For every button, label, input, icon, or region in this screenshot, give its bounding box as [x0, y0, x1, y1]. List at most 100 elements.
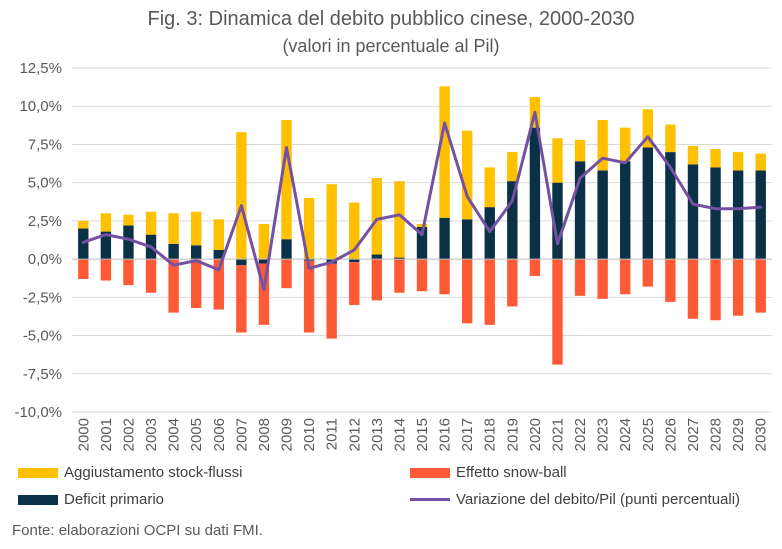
bar-stock [303, 197, 315, 260]
chart-title: Fig. 3: Dinamica del debito pubblico cin… [147, 8, 635, 30]
legend-label-stock: Aggiustamento stock-flussi [64, 464, 243, 481]
bar-stock [168, 213, 179, 244]
bar-deficit [665, 152, 676, 260]
bar-stock [755, 153, 766, 171]
x-tick-label: 2002 [120, 418, 137, 451]
x-tick-label: 2018 [482, 418, 499, 451]
legend-label-deficit: Deficit primario [64, 491, 165, 508]
bar-deficit [461, 219, 473, 260]
legend-label-line: Variazione del debito/Pil (punti percent… [456, 491, 741, 508]
bar-deficit [236, 259, 247, 266]
y-tick-label: 5,0% [28, 175, 62, 192]
bar-stock [665, 124, 676, 153]
bar-stock [191, 211, 202, 246]
x-tick-label: 2022 [572, 418, 589, 451]
legend-swatch-line [410, 498, 450, 501]
source-note: Fonte: elaborazioni OCPI su dati FMI. [12, 522, 263, 539]
bar-deficit [710, 167, 721, 260]
y-tick-label: -7,5% [23, 366, 62, 383]
bar-deficit [349, 259, 360, 263]
bar-snowball [665, 259, 676, 302]
x-tick-label: 2000 [75, 418, 92, 451]
x-tick-label: 2029 [730, 418, 747, 451]
bar-deficit [597, 170, 608, 260]
bar-snowball [281, 259, 292, 289]
y-tick-label: 7,5% [28, 136, 62, 153]
bar-deficit [439, 217, 450, 260]
bar-deficit [732, 170, 744, 260]
bar-snowball [439, 259, 450, 295]
chart-subtitle: (valori in percentuale al Pil) [282, 36, 500, 56]
bar-deficit [484, 207, 495, 260]
bar-stock [371, 178, 383, 255]
bar-deficit [123, 225, 134, 260]
bar-deficit [529, 127, 541, 260]
bar-deficit [416, 227, 428, 260]
bar-deficit [687, 164, 699, 260]
bar-stock [552, 138, 563, 183]
bar-snowball [710, 259, 721, 321]
bar-deficit [78, 228, 89, 260]
bar-snowball [236, 265, 247, 333]
x-tick-label: 2030 [753, 418, 770, 451]
x-tick-label: 2005 [188, 418, 205, 451]
bar-snowball [732, 259, 744, 316]
legend-swatch-snowball [410, 467, 450, 478]
bar-snowball [168, 259, 179, 313]
bar-snowball [687, 259, 699, 319]
bar-stock [439, 86, 450, 218]
bar-deficit [371, 254, 383, 260]
x-tick-label: 2004 [166, 418, 183, 451]
bar-stock [100, 213, 112, 232]
x-tick-label: 2011 [324, 418, 341, 450]
bar-stock [507, 152, 518, 182]
bar-snowball [191, 259, 202, 309]
bar-stock [236, 132, 247, 260]
bar-snowball [461, 259, 473, 324]
y-tick-label: 12,5% [19, 60, 62, 77]
legend-swatch-stock [18, 467, 58, 478]
x-tick-label: 2017 [459, 418, 476, 451]
bar-deficit [642, 147, 653, 260]
bar-deficit [552, 182, 563, 260]
bar-stock [574, 139, 586, 162]
bar-snowball [552, 259, 563, 365]
x-tick-label: 2013 [369, 418, 386, 451]
bar-stock [484, 167, 495, 208]
bar-deficit [394, 257, 405, 260]
bar-snowball [416, 259, 428, 292]
bar-stock [732, 152, 744, 171]
x-tick-label: 2003 [143, 418, 160, 451]
bar-snowball [213, 259, 224, 310]
x-tick-label: 2001 [98, 418, 115, 451]
x-tick-label: 2023 [595, 418, 612, 451]
bar-deficit [507, 181, 518, 260]
y-tick-label: -10,0% [14, 404, 62, 421]
x-tick-label: 2021 [549, 418, 566, 451]
x-tick-label: 2027 [685, 418, 702, 451]
bar-deficit [574, 161, 586, 260]
bar-snowball [303, 260, 315, 333]
x-tick-label: 2028 [708, 418, 725, 451]
bar-stock [281, 119, 292, 240]
bar-snowball [642, 259, 653, 287]
bar-deficit [281, 239, 292, 260]
bar-snowball [100, 259, 112, 281]
x-tick-label: 2008 [256, 418, 273, 451]
bar-stock [258, 223, 270, 260]
bar-deficit [755, 170, 766, 260]
bar-snowball [349, 262, 360, 305]
bar-snowball [78, 259, 89, 279]
x-tick-label: 2015 [414, 418, 431, 451]
bar-snowball [145, 259, 157, 293]
bar-snowball [484, 259, 495, 325]
bar-stock [416, 223, 428, 228]
x-tick-label: 2007 [233, 418, 250, 451]
bar-stock [620, 127, 631, 162]
bar-deficit [213, 249, 224, 260]
bar-stock [349, 202, 360, 260]
y-tick-label: 10,0% [19, 98, 62, 115]
bar-stock [213, 219, 224, 250]
